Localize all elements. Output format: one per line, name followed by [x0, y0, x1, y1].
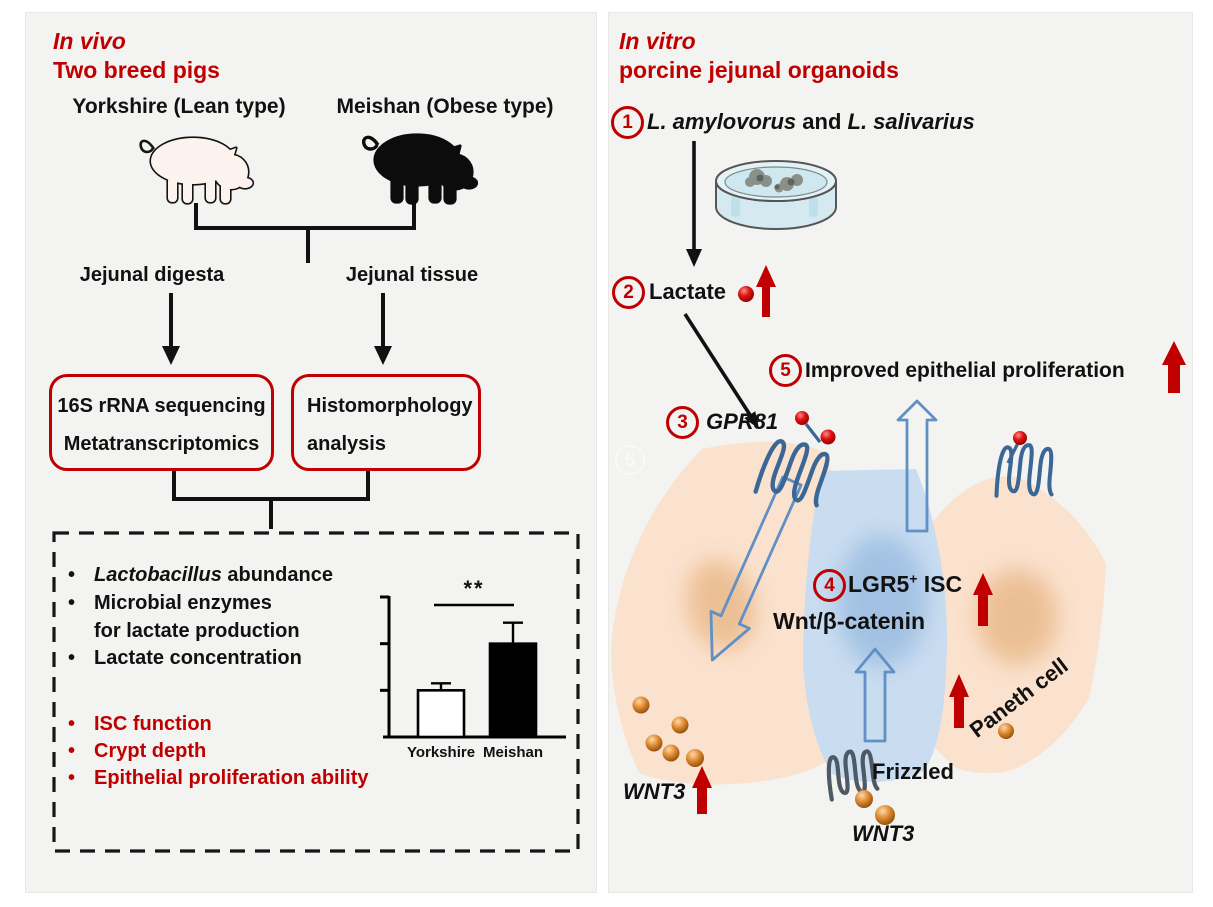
significance-label: **: [463, 576, 485, 601]
up-arrow-icon-proliferation: [1162, 341, 1186, 393]
pig-outline-icon: [139, 136, 255, 205]
in-vivo-connectors: [52, 203, 580, 853]
in-vitro-title: In vitro: [619, 28, 696, 54]
cell-nucleus: [837, 535, 927, 667]
wnt3-label-bottom: WNT3: [852, 821, 915, 846]
signal-arrow-up-bottom: [854, 647, 896, 743]
method-box-histomorphology: Histomorphology analysis: [291, 374, 481, 471]
organoid-scene: [611, 141, 1186, 825]
method-box-line: analysis: [307, 433, 386, 455]
method-box-line: 16S rRNA sequencing: [57, 395, 266, 417]
chart-category-yorkshire: Yorkshire: [406, 744, 476, 761]
in-vivo-title: In vivo: [53, 28, 126, 54]
up-arrow-icon-lgr5: [973, 573, 993, 626]
method-bracket: [172, 471, 370, 501]
lactate-dot-group: [738, 286, 1027, 445]
ligand-stem: [1006, 442, 1020, 464]
pig-black-icon: [362, 133, 479, 205]
bullet-icon: •: [68, 592, 76, 614]
cell-nucleus: [686, 559, 756, 651]
sample-label-tissue: Jejunal tissue: [345, 264, 479, 286]
finding-text: Lactate concentration: [94, 647, 302, 669]
up-arrow-icon-lactate: [756, 265, 776, 317]
step-4-badge: 4: [813, 569, 846, 602]
method-box-sequencing: 16S rRNA sequencing Metatranscriptomics: [49, 374, 274, 471]
step-2-label: Lactate: [649, 279, 727, 304]
cell-type: ISC: [917, 571, 963, 597]
bullet-icon: •: [68, 713, 76, 735]
finding-text: Crypt depth: [94, 740, 207, 762]
digesta-arrowhead-icon: [162, 346, 180, 365]
step-1-badge: 1: [611, 106, 644, 139]
wnt3-sphere-cluster: [632, 696, 1014, 825]
method-box-line: Histomorphology: [307, 395, 473, 417]
finding-text: for lactate production: [94, 620, 300, 642]
breed-label-yorkshire: Yorkshire (Lean type): [72, 95, 286, 118]
step-2-badge: 2: [612, 276, 645, 309]
chart-bar: [416, 689, 466, 739]
frizzled-label: Frizzled: [872, 759, 954, 784]
bullet-icon: •: [68, 740, 76, 762]
step-4-label: LGR5+ ISC: [848, 571, 962, 598]
wnt-pathway-label: Wnt/β-catenin: [773, 608, 926, 634]
ligand-stem: [804, 423, 822, 443]
in-vivo-panel: In vivo Two breed pigs Yorkshire (Lean t…: [25, 12, 597, 893]
in-vitro-subtitle: porcine jejunal organoids: [619, 57, 899, 83]
bullet-icon: •: [68, 564, 76, 586]
step-5-label: Improved epithelial proliferation: [805, 359, 1125, 382]
step-5-badge: 5: [769, 354, 802, 387]
petri-dish-icon: [715, 160, 837, 230]
lactate-to-gpr81-arrow: [683, 313, 754, 419]
signal-arrow-up-top: [896, 399, 938, 533]
bullet-icon: •: [68, 647, 76, 669]
sample-label-digesta: Jejunal digesta: [79, 264, 225, 286]
bullet-icon: •: [68, 767, 76, 789]
method-box-line: Metatranscriptomics: [63, 433, 260, 455]
chart-bar: [488, 642, 538, 739]
bar-chart: [380, 595, 566, 739]
finding-text: ISC function: [94, 713, 212, 735]
tissue-arrowhead-icon: [374, 346, 392, 365]
finding-text: Epithelial proliferation ability: [94, 767, 369, 789]
finding-genus: Lactobacillus: [94, 564, 222, 586]
superscript: +: [909, 571, 918, 587]
step-1-label: L. amylovorus and L. salivarius: [647, 109, 975, 135]
in-vivo-subtitle: Two breed pigs: [53, 57, 220, 83]
in-vitro-panel: In vitro porcine jejunal organoids 1 L. …: [608, 12, 1193, 893]
gene-name: LGR5: [848, 571, 910, 597]
pig-bracket: [194, 203, 416, 230]
species-name: L. salivarius: [847, 109, 975, 134]
wnt3-label-left: WNT3: [623, 779, 686, 804]
lactate-arrowhead-icon: [744, 411, 759, 429]
signal-arrow-down-left: [709, 475, 803, 662]
species-name: L. amylovorus: [647, 109, 797, 134]
cell-nucleus: [976, 569, 1058, 665]
up-arrow-icon-paneth: [949, 674, 969, 728]
breed-label-meishan: Meishan (Obese type): [336, 95, 554, 118]
finding-text: Microbial enzymes: [94, 592, 272, 614]
watermark-step-badge: 5: [615, 445, 645, 475]
finding-text: abundance: [221, 564, 333, 586]
conjunction: and: [796, 109, 848, 134]
step-3-label: GPR81: [706, 409, 779, 434]
inoculation-arrowhead-icon: [686, 249, 702, 267]
findings-dashed-box: [52, 531, 580, 853]
up-arrow-icon-wnt3: [692, 766, 712, 814]
step-3-badge: 3: [666, 406, 699, 439]
chart-category-meishan: Meishan: [482, 744, 543, 761]
